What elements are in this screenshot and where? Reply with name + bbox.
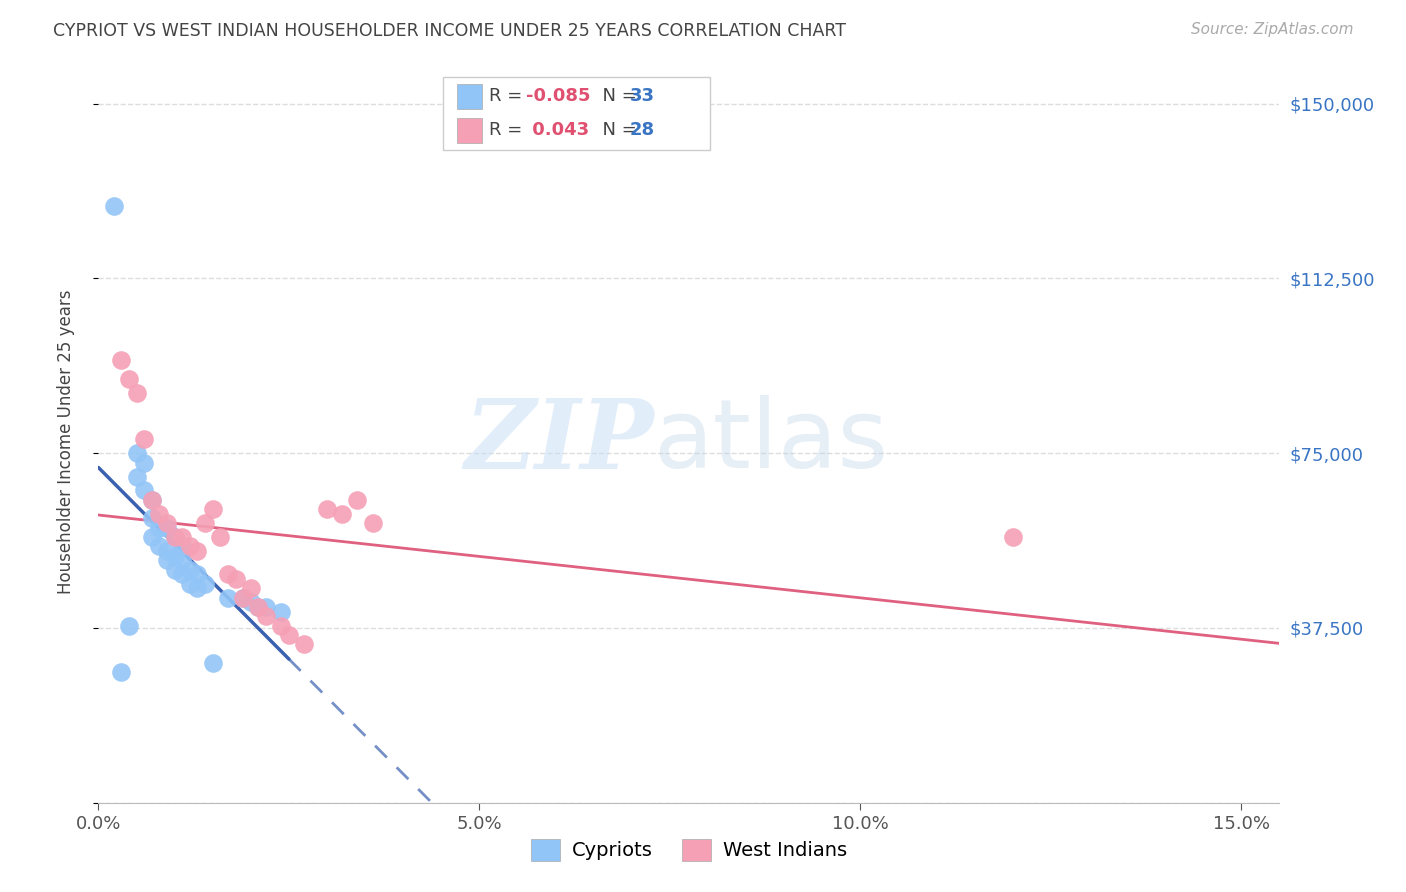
- Point: [172, 553, 194, 567]
- Point: [103, 199, 125, 213]
- Point: [254, 600, 277, 615]
- Point: [179, 563, 201, 577]
- Text: ZIP: ZIP: [464, 394, 654, 489]
- Point: [156, 516, 179, 530]
- Point: [156, 521, 179, 535]
- Point: [186, 567, 208, 582]
- Point: [186, 582, 208, 596]
- Point: [118, 618, 141, 632]
- Text: 0.043: 0.043: [526, 121, 589, 139]
- Point: [1001, 530, 1024, 544]
- Point: [163, 549, 186, 563]
- Point: [239, 595, 262, 609]
- Point: [134, 483, 156, 498]
- Point: [148, 521, 170, 535]
- Point: [247, 600, 270, 615]
- Point: [346, 492, 368, 507]
- Point: [225, 572, 247, 586]
- Point: [277, 628, 299, 642]
- Point: [194, 576, 217, 591]
- Point: [134, 456, 156, 470]
- Point: [330, 507, 353, 521]
- Point: [125, 469, 148, 483]
- Text: 28: 28: [630, 121, 655, 139]
- Point: [148, 540, 170, 554]
- Point: [179, 576, 201, 591]
- Point: [163, 563, 186, 577]
- Point: [217, 591, 239, 605]
- Text: -0.085: -0.085: [526, 87, 591, 105]
- Point: [172, 567, 194, 582]
- Point: [209, 530, 232, 544]
- Point: [270, 618, 292, 632]
- Point: [217, 567, 239, 582]
- Point: [163, 530, 186, 544]
- Point: [141, 492, 163, 507]
- Point: [141, 511, 163, 525]
- Text: N =: N =: [591, 121, 643, 139]
- Point: [125, 446, 148, 460]
- Point: [186, 544, 208, 558]
- Point: [201, 502, 224, 516]
- Point: [172, 530, 194, 544]
- Point: [156, 553, 179, 567]
- Point: [292, 637, 315, 651]
- Point: [316, 502, 339, 516]
- Point: [163, 530, 186, 544]
- Point: [156, 544, 179, 558]
- Point: [194, 516, 217, 530]
- Point: [270, 605, 292, 619]
- Point: [148, 507, 170, 521]
- Text: atlas: atlas: [654, 395, 889, 488]
- Point: [125, 385, 148, 400]
- Text: 33: 33: [630, 87, 655, 105]
- Point: [247, 600, 270, 615]
- Legend: Cypriots, West Indians: Cypriots, West Indians: [523, 831, 855, 869]
- Point: [110, 353, 132, 368]
- Point: [118, 371, 141, 385]
- Text: R =: R =: [489, 87, 529, 105]
- Point: [110, 665, 132, 680]
- Text: Source: ZipAtlas.com: Source: ZipAtlas.com: [1191, 22, 1354, 37]
- Text: N =: N =: [591, 87, 643, 105]
- Text: CYPRIOT VS WEST INDIAN HOUSEHOLDER INCOME UNDER 25 YEARS CORRELATION CHART: CYPRIOT VS WEST INDIAN HOUSEHOLDER INCOM…: [53, 22, 846, 40]
- Point: [201, 656, 224, 670]
- Point: [361, 516, 384, 530]
- Point: [232, 591, 254, 605]
- Point: [232, 591, 254, 605]
- Point: [254, 609, 277, 624]
- Point: [239, 582, 262, 596]
- Point: [179, 540, 201, 554]
- Y-axis label: Householder Income Under 25 years: Householder Income Under 25 years: [56, 289, 75, 594]
- Point: [141, 492, 163, 507]
- Text: R =: R =: [489, 121, 534, 139]
- Point: [134, 432, 156, 446]
- Point: [141, 530, 163, 544]
- Point: [172, 540, 194, 554]
